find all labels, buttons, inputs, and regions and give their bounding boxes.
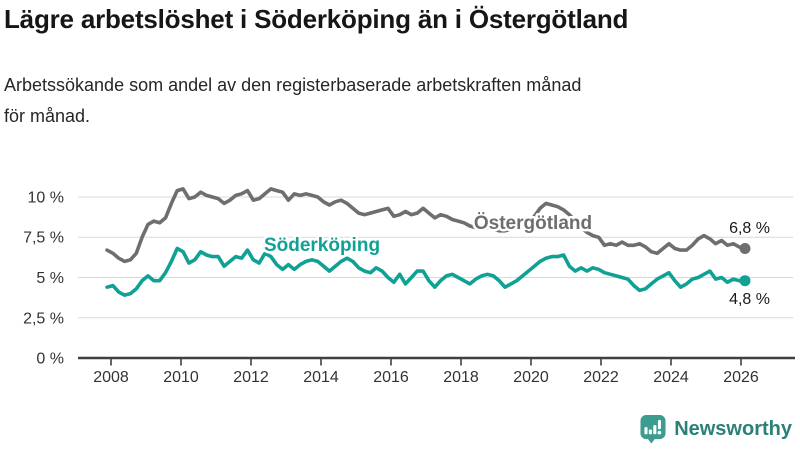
brand-link[interactable]: Newsworthy bbox=[640, 414, 792, 444]
y-tick-label: 5 % bbox=[36, 270, 64, 287]
y-tick-label: 10 % bbox=[28, 190, 64, 207]
x-tick-label: 2012 bbox=[233, 369, 269, 386]
brand-name: Newsworthy bbox=[674, 417, 792, 440]
x-tick-label: 2010 bbox=[163, 369, 199, 386]
x-tick-label: 2026 bbox=[723, 369, 759, 386]
speech-bubble bbox=[640, 415, 666, 444]
y-tick-label: 7,5 % bbox=[23, 230, 64, 247]
x-tick-label: 2018 bbox=[443, 369, 479, 386]
end-value-soderkoping: 4,8 % bbox=[729, 291, 770, 308]
series-end-dot-ostergotland bbox=[739, 243, 751, 254]
x-tick-label: 2024 bbox=[653, 369, 689, 386]
series-end-dot-soderkoping bbox=[739, 275, 751, 287]
newsworthy-logo-icon bbox=[640, 415, 666, 444]
end-value-ostergotland: 6,8 % bbox=[729, 220, 770, 237]
series-line-ostergotland bbox=[105, 187, 747, 264]
x-tick-label: 2016 bbox=[373, 369, 409, 386]
y-tick-label: 2,5 % bbox=[23, 311, 64, 328]
chart-subtitle-line-1: Arbetssökande som andel av den registerb… bbox=[4, 75, 582, 95]
y-tick-label: 0 % bbox=[36, 351, 64, 368]
chart-subtitle: Arbetssökande som andel av den registerb… bbox=[4, 70, 764, 132]
x-tick-label: 2022 bbox=[583, 369, 619, 386]
series-line-soderkoping bbox=[105, 246, 747, 298]
x-tick-label: 2020 bbox=[513, 369, 549, 386]
bar-chart-glyph bbox=[644, 419, 662, 435]
series-label-ostergotland: Östergötland bbox=[474, 213, 592, 234]
chart-subtitle-line-2: för månad. bbox=[4, 106, 91, 126]
chart-title: Lägre arbetslöshet i Söderköping än i Ös… bbox=[4, 4, 629, 34]
series-label-soderkoping: Söderköping bbox=[264, 235, 380, 256]
x-tick-label: 2014 bbox=[303, 369, 339, 386]
x-tick-label: 2008 bbox=[93, 369, 129, 386]
